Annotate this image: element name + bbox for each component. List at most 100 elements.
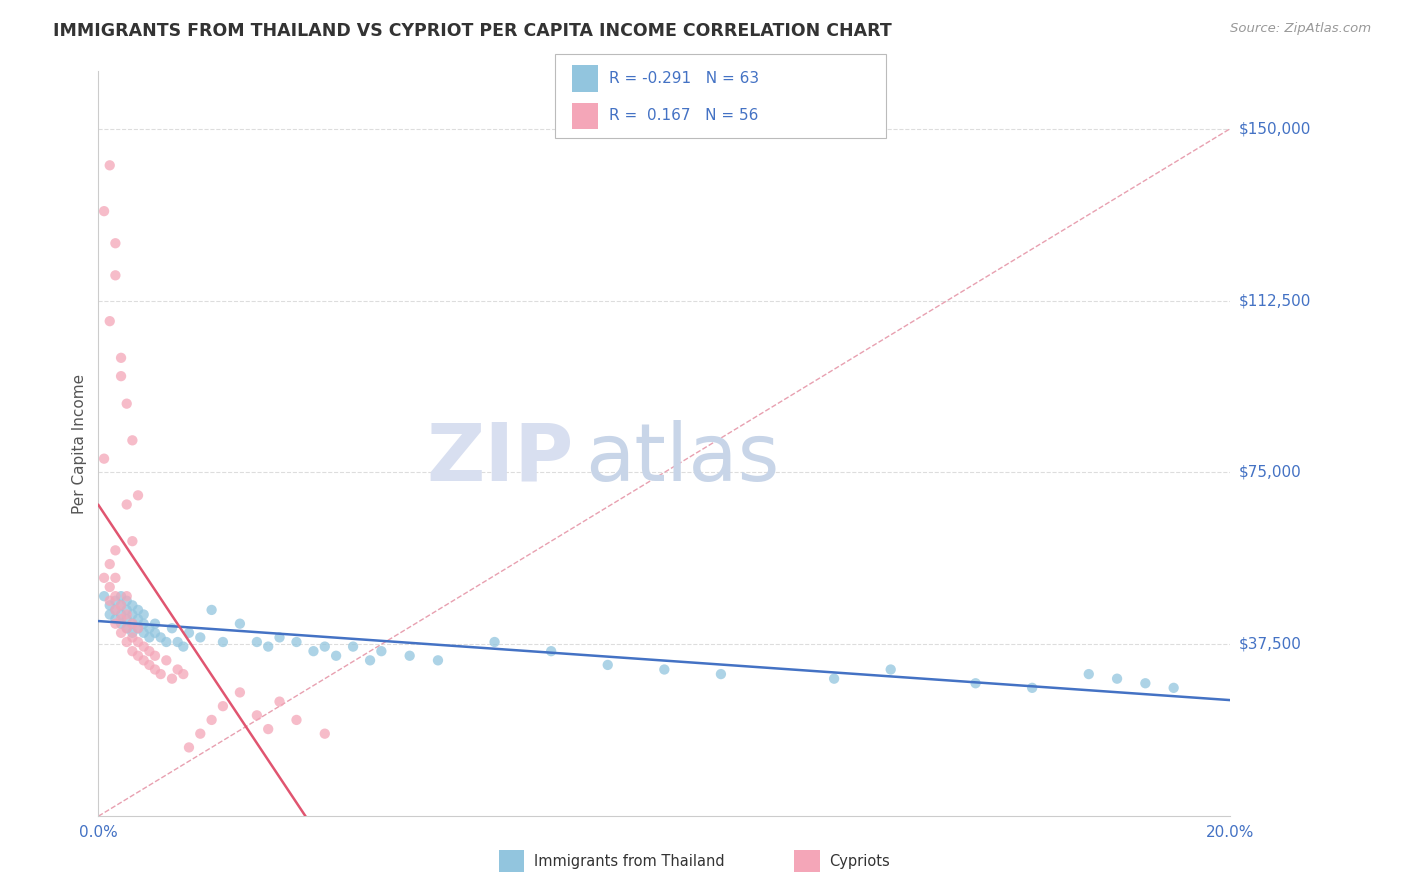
Point bbox=[188, 727, 211, 741]
Point bbox=[880, 663, 903, 677]
Point bbox=[1135, 676, 1157, 690]
Point bbox=[93, 571, 115, 585]
Point bbox=[110, 599, 132, 613]
Point bbox=[246, 635, 269, 649]
Point bbox=[121, 534, 143, 549]
Point bbox=[104, 612, 127, 626]
Point bbox=[127, 648, 149, 663]
Point bbox=[110, 369, 132, 384]
Point bbox=[1107, 672, 1129, 686]
Point bbox=[269, 631, 291, 645]
Point bbox=[1077, 667, 1099, 681]
Point bbox=[269, 695, 291, 709]
Text: Source: ZipAtlas.com: Source: ZipAtlas.com bbox=[1230, 22, 1371, 36]
Point bbox=[121, 644, 143, 658]
Point bbox=[127, 612, 149, 626]
Point bbox=[710, 667, 733, 681]
Point bbox=[138, 621, 160, 635]
Point bbox=[166, 663, 188, 677]
Point bbox=[115, 603, 138, 617]
Text: $150,000: $150,000 bbox=[1239, 121, 1310, 136]
Point bbox=[127, 488, 149, 502]
Point bbox=[115, 607, 138, 622]
Point bbox=[398, 648, 420, 663]
Point bbox=[93, 451, 115, 466]
Text: $112,500: $112,500 bbox=[1239, 293, 1310, 308]
Point bbox=[652, 663, 676, 677]
Point bbox=[121, 625, 143, 640]
Point bbox=[121, 434, 143, 448]
Point bbox=[138, 631, 160, 645]
Point bbox=[229, 616, 252, 631]
Point bbox=[98, 599, 121, 613]
Point bbox=[93, 589, 115, 603]
Point bbox=[98, 607, 121, 622]
Point bbox=[110, 625, 132, 640]
Y-axis label: Per Capita Income: Per Capita Income bbox=[72, 374, 87, 514]
Text: Cypriots: Cypriots bbox=[830, 854, 890, 869]
Point bbox=[160, 621, 183, 635]
Point bbox=[160, 672, 183, 686]
Point bbox=[121, 599, 143, 613]
Point bbox=[143, 625, 166, 640]
Point bbox=[110, 616, 132, 631]
Point bbox=[143, 616, 166, 631]
Point bbox=[138, 644, 160, 658]
Point bbox=[285, 635, 308, 649]
Point bbox=[155, 635, 177, 649]
Point bbox=[427, 653, 450, 667]
Text: atlas: atlas bbox=[585, 419, 779, 498]
Point bbox=[188, 631, 211, 645]
Point bbox=[370, 644, 392, 658]
Point bbox=[104, 236, 127, 251]
Point bbox=[246, 708, 269, 723]
Text: ZIP: ZIP bbox=[426, 419, 574, 498]
Point bbox=[212, 635, 235, 649]
Point bbox=[359, 653, 381, 667]
Point bbox=[121, 616, 143, 631]
Point bbox=[121, 607, 143, 622]
Point bbox=[121, 631, 143, 645]
Point bbox=[1163, 681, 1185, 695]
Point bbox=[127, 621, 149, 635]
Point bbox=[314, 727, 336, 741]
Text: IMMIGRANTS FROM THAILAND VS CYPRIOT PER CAPITA INCOME CORRELATION CHART: IMMIGRANTS FROM THAILAND VS CYPRIOT PER … bbox=[53, 22, 893, 40]
Point bbox=[132, 640, 155, 654]
Point bbox=[285, 713, 308, 727]
Point bbox=[115, 612, 138, 626]
Point bbox=[1021, 681, 1043, 695]
Point bbox=[115, 589, 138, 603]
Point bbox=[98, 580, 121, 594]
Text: $75,000: $75,000 bbox=[1239, 465, 1302, 480]
Point bbox=[104, 571, 127, 585]
Point bbox=[104, 589, 127, 603]
Point bbox=[132, 653, 155, 667]
Text: Immigrants from Thailand: Immigrants from Thailand bbox=[534, 854, 725, 869]
Point bbox=[257, 722, 280, 736]
Point bbox=[104, 603, 127, 617]
Point bbox=[257, 640, 280, 654]
Point bbox=[104, 616, 127, 631]
Point bbox=[149, 667, 172, 681]
Point bbox=[104, 543, 127, 558]
Point bbox=[127, 621, 149, 635]
Point bbox=[93, 204, 115, 219]
Point bbox=[98, 593, 121, 607]
Point bbox=[110, 599, 132, 613]
Point bbox=[172, 640, 194, 654]
Point bbox=[540, 644, 562, 658]
Point bbox=[149, 631, 172, 645]
Point bbox=[212, 699, 235, 714]
Point bbox=[201, 713, 224, 727]
Point bbox=[314, 640, 336, 654]
Point bbox=[201, 603, 224, 617]
Point bbox=[115, 593, 138, 607]
Point bbox=[98, 158, 121, 172]
Point bbox=[823, 672, 845, 686]
Text: $37,500: $37,500 bbox=[1239, 637, 1302, 652]
Point bbox=[596, 657, 619, 672]
Point bbox=[115, 397, 138, 411]
Point bbox=[177, 625, 200, 640]
Point bbox=[110, 351, 132, 365]
Point bbox=[115, 621, 138, 635]
